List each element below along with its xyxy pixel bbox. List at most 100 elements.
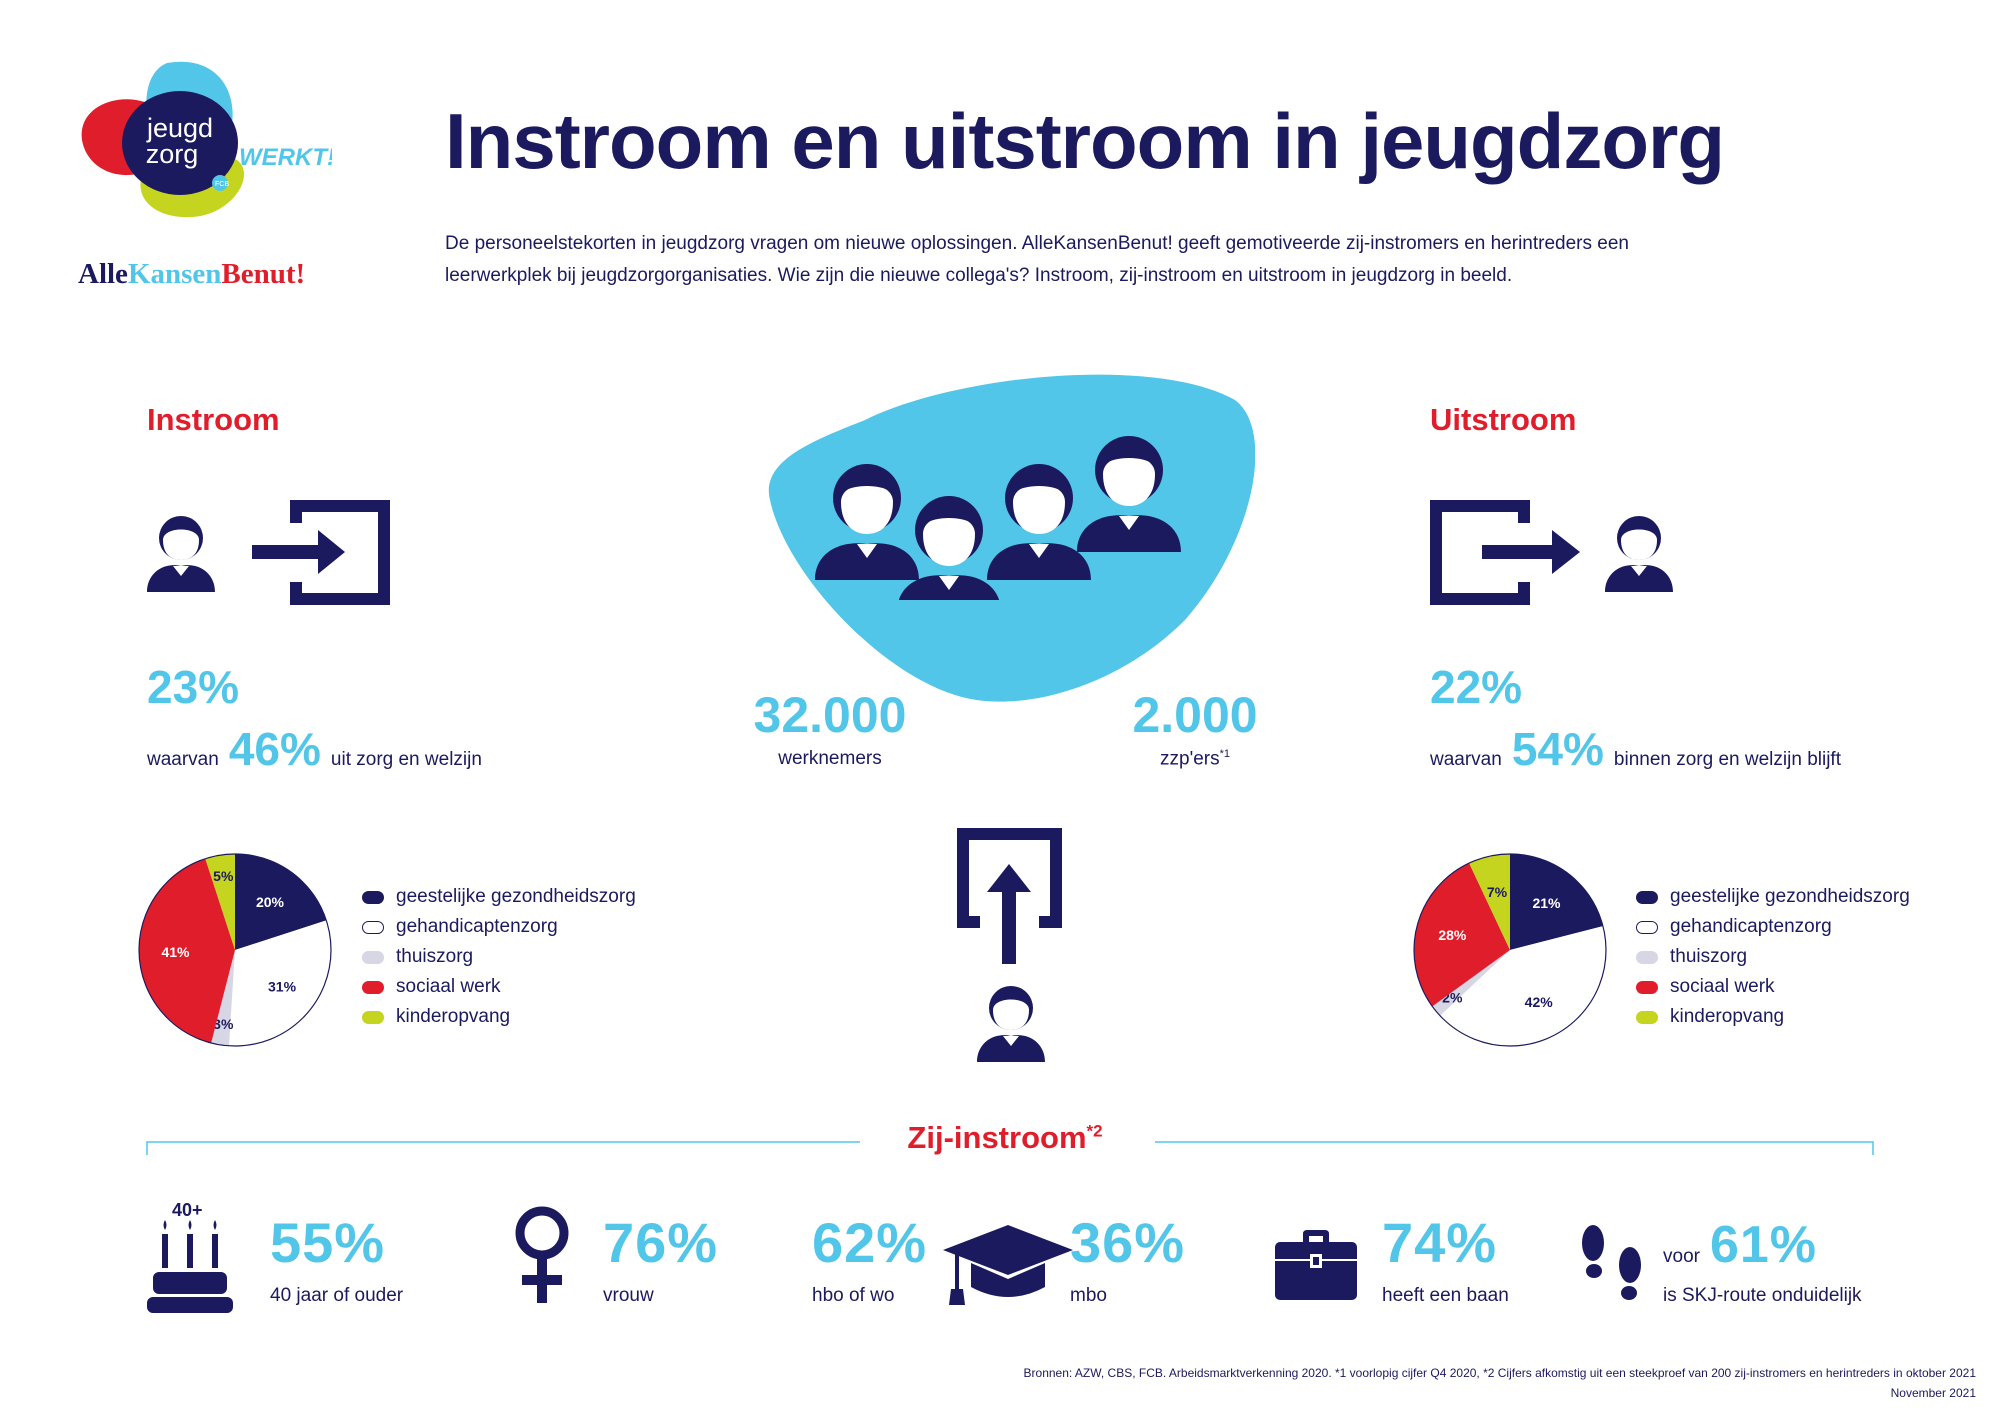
page-title: Instroom en uitstroom in jeugdzorg	[445, 97, 1725, 185]
zij-note: *2	[1086, 1121, 1103, 1141]
employees-num: 32.000	[753, 687, 907, 743]
team-icon	[815, 420, 1185, 612]
person-icon	[975, 980, 1047, 1067]
instroom-pie-slice	[205, 854, 235, 950]
legend-label: gehandicaptenzorg	[1670, 916, 1832, 937]
zzp-block: 2.000 zzp'ers*1	[1095, 686, 1295, 770]
legend-swatch	[362, 950, 384, 964]
uitstroom-sub-text: binnen zorg en welzijn blijft	[1613, 749, 1841, 770]
zij-bracket	[146, 1141, 1874, 1155]
logo-werkt: WERKT!	[239, 144, 332, 171]
instroom-pie-label: 31%	[268, 978, 297, 994]
stat-prefix: voor	[1663, 1246, 1700, 1267]
legend-swatch	[1636, 1010, 1658, 1024]
instroom-legend-item: thuiszorg	[362, 942, 636, 972]
uitstroom-waarvan: waarvan	[1430, 749, 1502, 770]
stat-num: 76%	[603, 1211, 719, 1274]
stat-num: 55%	[270, 1211, 386, 1274]
uitstroom-pie-slice	[1432, 950, 1510, 1016]
logo-kansen: Kansen	[127, 258, 222, 290]
instroom-pie-label: 20%	[256, 894, 285, 910]
zzp-label: zzp'ers	[1160, 748, 1220, 770]
person-icon	[897, 496, 1001, 612]
legend-swatch	[362, 890, 384, 904]
graduation-cap-icon	[943, 1225, 1073, 1315]
logo-text-zorg: zorg	[146, 139, 199, 169]
logo-alle: Alle	[78, 258, 128, 290]
person-icon	[815, 464, 919, 580]
stat-label: heeft een baan	[1382, 1285, 1509, 1306]
logo: FCB jeugd zorg WERKT!	[72, 55, 335, 225]
exit-up-arrow-icon	[957, 828, 1065, 969]
instroom-legend-item: kinderopvang	[362, 1002, 636, 1032]
instroom-pie-outline	[138, 853, 332, 1047]
enter-arrow-icon	[250, 500, 395, 610]
legend-label: sociaal werk	[396, 976, 501, 997]
uitstroom-sub: waarvan 54% binnen zorg en welzijn blijf…	[1430, 722, 1841, 776]
legend-swatch	[1636, 980, 1658, 994]
person-icon	[1603, 510, 1675, 597]
briefcase-icon	[1275, 1230, 1357, 1305]
legend-swatch	[1636, 890, 1658, 904]
uitstroom-legend-item: kinderopvang	[1636, 1002, 1910, 1032]
stat-num: 74%	[1382, 1211, 1498, 1274]
zij-heading: Zij-instroom	[907, 1120, 1087, 1155]
stat-label: hbo of wo	[812, 1285, 895, 1306]
legend-label: geestelijke gezondheidszorg	[396, 886, 636, 907]
stat-label: 40 jaar of ouder	[270, 1285, 404, 1306]
person-icon	[1077, 436, 1181, 552]
stat-num: 36%	[1070, 1211, 1186, 1274]
intro-line-2: leerwerkplek bij jeugdzorgorganisaties. …	[445, 265, 1513, 286]
employees-block: 32.000 werknemers	[720, 686, 940, 770]
stat-num: 62%	[812, 1211, 928, 1274]
uitstroom-legend-item: sociaal werk	[1636, 972, 1910, 1002]
person-icon	[145, 510, 217, 597]
stat-label: vrouw	[603, 1285, 654, 1306]
instroom-waarvan: waarvan	[147, 749, 219, 770]
legend-swatch	[362, 920, 384, 934]
instroom-sub-text: uit zorg en welzijn	[330, 749, 482, 770]
uitstroom-pct: 22%	[1430, 661, 1523, 713]
instroom-pie-label: 5%	[213, 868, 234, 884]
uitstroom-legend-item: geestelijke gezondheidszorg	[1636, 882, 1910, 912]
stat-label: is SKJ-route onduidelijk	[1663, 1285, 1862, 1306]
logo-text-jeugd: jeugd	[146, 113, 213, 143]
instroom-pie-slice	[235, 854, 327, 950]
employees-label: werknemers	[778, 748, 882, 769]
female-symbol-icon	[512, 1205, 572, 1310]
legend-label: sociaal werk	[1670, 976, 1775, 997]
legend-label: geestelijke gezondheidszorg	[1670, 886, 1910, 907]
legend-swatch	[362, 1010, 384, 1024]
zzp-label-row: zzp'ers*1	[1095, 748, 1295, 770]
legend-label: thuiszorg	[396, 946, 474, 967]
instroom-heading: Instroom	[147, 402, 280, 437]
person-icon	[987, 464, 1091, 580]
logo-badge: FCB	[215, 181, 229, 188]
zzp-note: *1	[1219, 748, 1230, 760]
instroom-legend-item: geestelijke gezondheidszorg	[362, 882, 636, 912]
instroom-sub: waarvan 46% uit zorg en welzijn	[147, 722, 482, 776]
stat-label: mbo	[1070, 1285, 1107, 1306]
stat-num: 61%	[1709, 1216, 1818, 1274]
uitstroom-pie-outline	[1413, 853, 1607, 1047]
legend-label: gehandicaptenzorg	[396, 916, 558, 937]
uitstroom-legend-item: thuiszorg	[1636, 942, 1910, 972]
footer-sources: Bronnen: AZW, CBS, FCB. Arbeidsmarktverk…	[1023, 1366, 1976, 1380]
instroom-pie-chart: 20% 31% 3% 41% 5%	[138, 853, 332, 1047]
uitstroom-pie-label: 42%	[1525, 994, 1554, 1010]
exit-arrow-icon	[1430, 500, 1585, 610]
instroom-legend-item: sociaal werk	[362, 972, 636, 1002]
uitstroom-pie-slice	[1469, 854, 1510, 950]
zzp-num: 2.000	[1132, 687, 1258, 743]
instroom-pie-label: 41%	[161, 944, 190, 960]
instroom-pie-slice	[211, 950, 235, 1046]
alle-kansen-benut-logo: AlleKansenBenut!	[78, 258, 305, 291]
legend-label: kinderopvang	[396, 1006, 511, 1027]
legend-swatch	[1636, 950, 1658, 964]
uitstroom-sub-pct: 54%	[1511, 723, 1604, 775]
legend-swatch	[1636, 920, 1658, 934]
logo-benut: Benut!	[221, 258, 306, 290]
instroom-pie-label: 3%	[213, 1016, 234, 1032]
legend-swatch	[362, 980, 384, 994]
age-badge: 40+	[172, 1200, 203, 1220]
